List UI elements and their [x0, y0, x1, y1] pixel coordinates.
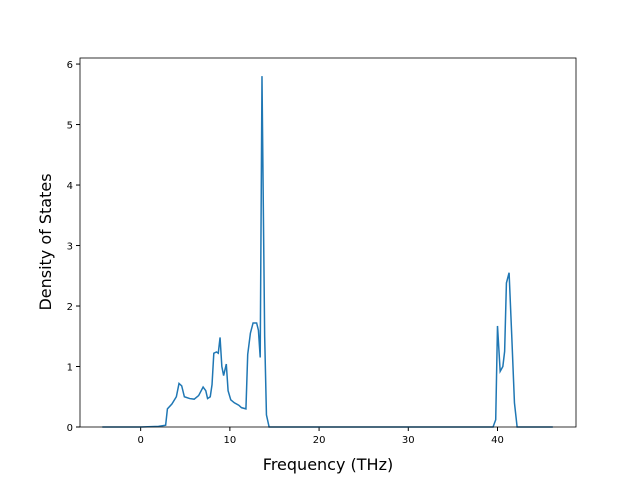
- data-line: [102, 76, 553, 428]
- x-tick-label: 0: [137, 435, 143, 446]
- y-tick-label: 2: [67, 302, 73, 313]
- y-tick-label: 0: [67, 423, 73, 434]
- y-tick-label: 6: [67, 60, 73, 71]
- plot-frame: [79, 57, 577, 428]
- x-tick-label: 10: [224, 435, 237, 446]
- x-tick-label: 40: [491, 435, 504, 446]
- x-tick-label: 20: [313, 435, 326, 446]
- x-axis-label: Frequency (THz): [263, 455, 393, 474]
- y-axis-label: Density of States: [36, 173, 55, 310]
- y-tick-label: 5: [67, 121, 73, 132]
- y-tick-label: 1: [67, 363, 73, 374]
- y-tick-label: 4: [67, 181, 73, 192]
- y-tick-label: 3: [67, 242, 73, 253]
- x-tick-label: 30: [402, 435, 415, 446]
